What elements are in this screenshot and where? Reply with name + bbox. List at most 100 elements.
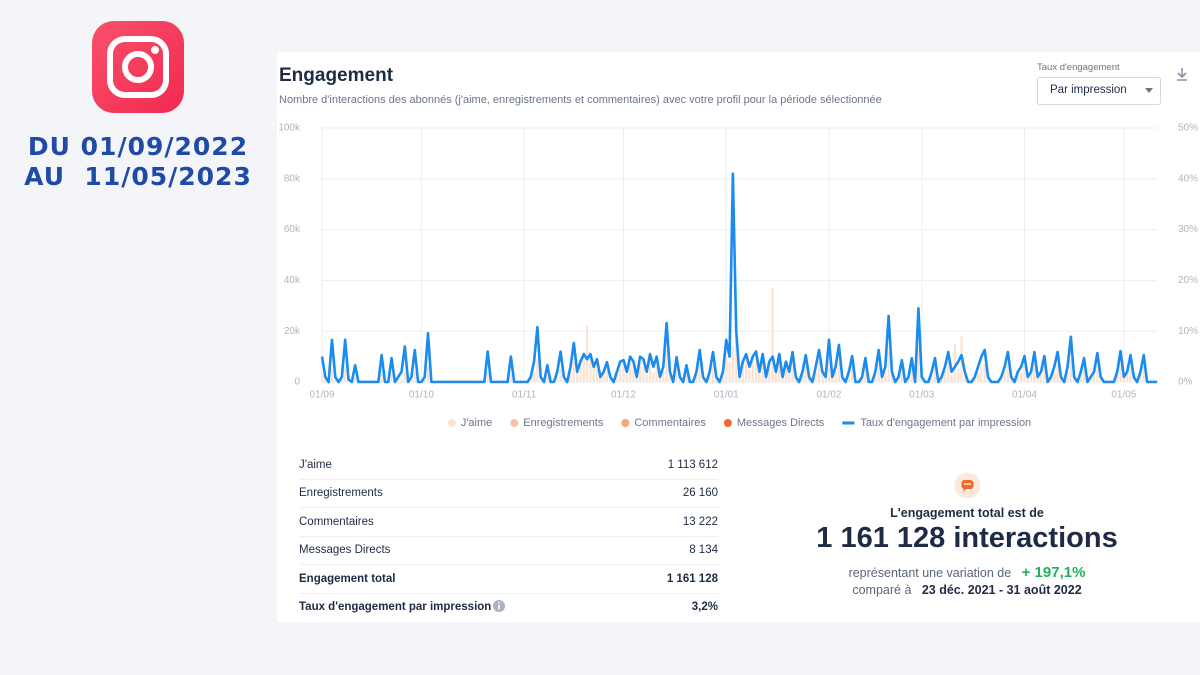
bar xyxy=(877,364,880,382)
bar xyxy=(665,351,668,382)
bar xyxy=(1003,371,1006,382)
bar xyxy=(900,369,903,382)
dropdown-caret[interactable] xyxy=(1144,86,1156,96)
bar xyxy=(1026,376,1029,382)
bar xyxy=(652,371,655,382)
bar xyxy=(605,366,609,382)
y2-tick-label: 40% xyxy=(1178,173,1198,184)
bar xyxy=(920,376,923,382)
bar xyxy=(390,374,393,382)
bar xyxy=(1069,359,1072,382)
bar xyxy=(330,369,334,382)
bar xyxy=(917,346,920,382)
bar xyxy=(768,361,771,382)
bar xyxy=(884,371,887,382)
bar xyxy=(1000,376,1003,382)
row-label: Enregistrements xyxy=(299,487,383,499)
bar xyxy=(1039,374,1043,382)
legend-marker xyxy=(447,419,456,427)
bar xyxy=(711,364,715,382)
row-value: 1 113 612 xyxy=(667,459,718,471)
y-tick-label: 40k xyxy=(284,275,301,286)
compare-label: comparé à xyxy=(852,583,912,597)
bar xyxy=(851,366,854,382)
y2-tick-label: 20% xyxy=(1178,275,1198,286)
bar xyxy=(754,351,758,382)
x-tick-label: 01/02 xyxy=(816,390,841,401)
bar xyxy=(950,374,953,382)
bar xyxy=(930,374,933,382)
bar xyxy=(1049,376,1053,382)
variation-label: représentant une variation de xyxy=(848,566,1012,580)
bar xyxy=(791,361,794,382)
bar xyxy=(827,359,831,382)
bar xyxy=(685,371,688,382)
bar xyxy=(728,361,731,382)
bar xyxy=(609,376,612,382)
bar xyxy=(539,376,542,382)
summary-compare: comparé à 23 déc. 2021 - 31 août 2022 xyxy=(787,583,1147,597)
bar xyxy=(486,371,489,382)
summary-intro: L'engagement total est de xyxy=(890,506,1044,520)
dropdown[interactable] xyxy=(1037,77,1161,105)
table-row: J'aime 1 113 612 xyxy=(299,451,718,480)
bar xyxy=(880,376,884,382)
bar xyxy=(721,374,725,382)
bar xyxy=(804,364,807,382)
bar xyxy=(940,376,943,382)
row-label: J'aime xyxy=(299,459,332,471)
bar xyxy=(834,371,837,382)
legend-label: Taux d'engagement par impression xyxy=(860,417,1031,429)
legend-label: Commentaires xyxy=(634,417,706,429)
bar xyxy=(1142,366,1145,382)
bar xyxy=(1033,364,1036,382)
row-value: 1 161 128 xyxy=(666,573,718,585)
bar xyxy=(595,361,599,382)
bar xyxy=(340,379,343,382)
bar xyxy=(748,369,751,382)
bar xyxy=(824,376,827,382)
bar xyxy=(761,356,764,382)
bar xyxy=(957,369,960,382)
bar xyxy=(973,376,976,382)
bar xyxy=(771,288,774,382)
bar xyxy=(1020,371,1023,382)
bar xyxy=(695,374,698,382)
bar xyxy=(559,369,562,382)
bar xyxy=(1043,366,1046,382)
bar xyxy=(1116,374,1119,382)
download-icon[interactable] xyxy=(1174,66,1192,84)
bar xyxy=(801,374,804,382)
table-row: Enregistrements 26 160 xyxy=(299,479,718,508)
bar xyxy=(619,369,622,382)
bar xyxy=(814,371,817,382)
bar xyxy=(642,366,645,382)
bar xyxy=(847,374,850,382)
y-tick-label: 100k xyxy=(278,123,301,134)
bar xyxy=(592,366,595,382)
bar xyxy=(1099,376,1102,382)
bar xyxy=(572,361,575,382)
x-tick-label: 01/11 xyxy=(512,390,537,401)
table-row: Engagement total 1 161 128 xyxy=(299,565,718,594)
bar xyxy=(890,374,894,382)
y-tick-label: 20k xyxy=(284,326,301,337)
bar xyxy=(413,371,416,382)
x-tick-label: 01/04 xyxy=(1012,390,1037,401)
dropdown-value[interactable]: Par impression xyxy=(1050,84,1127,96)
bar xyxy=(864,366,867,382)
dropdown-label: Taux d'engagement xyxy=(1037,62,1120,73)
bar xyxy=(910,369,913,382)
bar xyxy=(1066,371,1069,382)
line xyxy=(320,172,1157,384)
date-from: DU 01/09/2022 xyxy=(27,132,249,161)
bar xyxy=(632,369,635,382)
row-label: Engagement total xyxy=(299,573,396,585)
bar xyxy=(887,351,890,382)
bar xyxy=(579,359,582,382)
legend-marker xyxy=(723,419,732,427)
bar xyxy=(662,371,665,382)
info-icon[interactable] xyxy=(492,599,506,613)
row-value: 8 134 xyxy=(689,544,718,556)
bar xyxy=(1089,376,1092,382)
